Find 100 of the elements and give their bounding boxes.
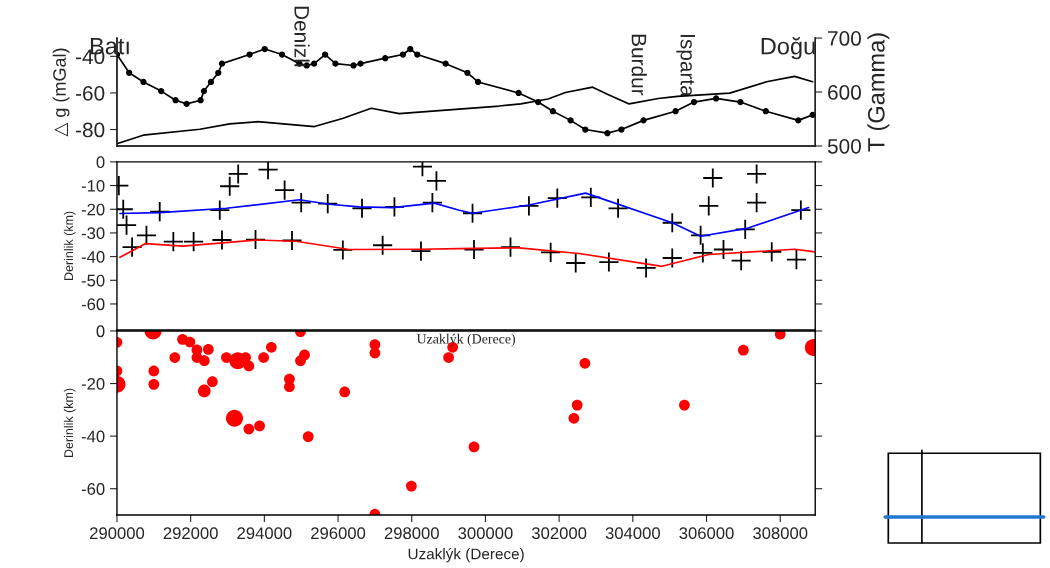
point [549, 108, 556, 115]
x-tick-label: 302000 [531, 527, 587, 540]
point [604, 130, 611, 137]
point [762, 108, 769, 115]
point [474, 78, 482, 86]
point [215, 69, 222, 76]
x-tick-label: 300000 [458, 527, 513, 540]
point [672, 108, 679, 115]
point [795, 117, 802, 124]
point [598, 251, 620, 273]
y2-tick-label: 500 [827, 138, 861, 154]
point [809, 111, 816, 119]
point [121, 236, 143, 258]
point [197, 97, 204, 104]
point [140, 78, 147, 86]
point [383, 196, 405, 218]
y2-axis-title: T (Gamma) [867, 33, 890, 152]
y-tick-label: -30 [81, 227, 105, 240]
y-tick-label: -10 [81, 179, 105, 192]
point [702, 167, 724, 189]
y-tick-label: -60 [81, 298, 105, 311]
x-tick-label: 296000 [311, 527, 366, 540]
point [607, 197, 629, 219]
y-tick-label: 0 [96, 156, 105, 169]
point [200, 87, 208, 95]
y-axis-title: △ g (mGal) [52, 48, 70, 137]
point [540, 241, 562, 263]
point [290, 192, 312, 214]
point [332, 239, 354, 261]
line-series [119, 239, 816, 268]
point [442, 60, 449, 67]
point [218, 60, 226, 67]
point [761, 241, 783, 263]
point [580, 186, 602, 208]
point [661, 212, 683, 234]
point [640, 117, 647, 124]
point [183, 100, 190, 108]
point [207, 78, 215, 86]
point [257, 161, 279, 181]
point [135, 224, 157, 246]
point [399, 51, 407, 58]
point [126, 69, 133, 76]
point [116, 214, 138, 236]
point [734, 218, 756, 240]
y-tick-label: -20 [81, 203, 105, 216]
point [414, 51, 421, 58]
point [661, 247, 683, 269]
point [690, 98, 698, 106]
point [730, 250, 752, 272]
point [407, 45, 414, 53]
point [421, 192, 443, 214]
point [246, 51, 253, 58]
point [357, 60, 364, 67]
point [274, 179, 296, 201]
point [162, 231, 184, 253]
x-tick-label: 306000 [679, 527, 734, 540]
y-tick-label: -60 [75, 85, 105, 101]
point [737, 98, 744, 106]
x-tick-label: 294000 [237, 527, 292, 540]
point [582, 126, 589, 133]
point [211, 229, 233, 251]
line-series [119, 192, 810, 238]
point [351, 197, 373, 219]
y2-tick-label: 600 [828, 85, 861, 100]
y-tick-label: -20 [81, 377, 105, 390]
point [500, 236, 521, 258]
point [158, 87, 165, 95]
annotation: Uzaklýk (Derece) [416, 333, 516, 347]
point [635, 257, 657, 279]
x-tick-label: 292000 [163, 527, 218, 540]
point [567, 117, 574, 124]
y-axis-title: Derinlik (km) [63, 211, 76, 280]
point [518, 195, 540, 217]
point [712, 239, 734, 260]
point [698, 195, 720, 217]
point [515, 89, 522, 97]
y-tick-label: -80 [75, 122, 105, 138]
point [278, 51, 286, 58]
x-tick-label: 304000 [605, 527, 660, 540]
point [310, 60, 318, 67]
point [261, 45, 268, 53]
annotation: Isparta [676, 35, 695, 97]
point [209, 199, 231, 221]
point [183, 231, 205, 253]
point [350, 62, 357, 69]
point [785, 249, 807, 271]
y2-tick-label: 700 [828, 31, 861, 46]
y-tick-label: -50 [81, 274, 105, 287]
point [372, 234, 394, 256]
point [692, 242, 714, 264]
point [322, 51, 329, 58]
y-tick-label: -40 [81, 430, 105, 443]
y-tick-label: -60 [81, 483, 105, 495]
x-axis-title: Uzaklýk (Derece) [408, 547, 524, 563]
point [790, 199, 812, 221]
y-axis-title: Derinlik (km) [63, 388, 76, 458]
point [746, 163, 768, 185]
annotation: Burdur [631, 34, 647, 96]
x-tick-label: 308000 [753, 527, 808, 540]
point [332, 60, 339, 67]
